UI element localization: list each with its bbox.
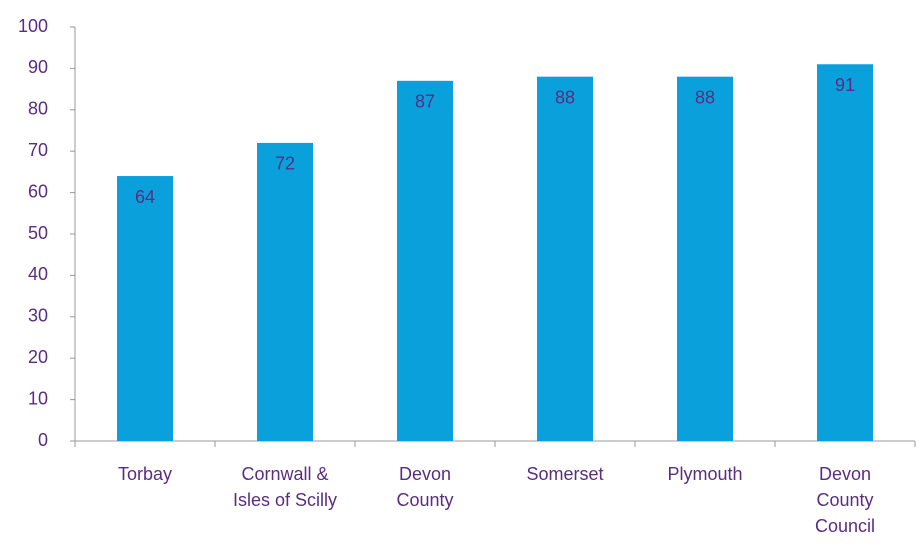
x-tick-label: Plymouth: [667, 464, 743, 484]
bar: [397, 80, 453, 441]
x-tick-label: Devon County: [396, 464, 454, 510]
y-tick-label: 10: [28, 388, 48, 408]
y-tick-label: 60: [28, 181, 48, 201]
y-tick-label: 20: [28, 347, 48, 367]
y-tick-label: 0: [38, 430, 48, 450]
value-label: 72: [275, 154, 295, 174]
value-label: 88: [555, 87, 575, 107]
y-tick-label: 30: [28, 306, 48, 326]
x-tick-label: Torbay: [117, 464, 173, 484]
bar: [537, 76, 593, 442]
value-label: 91: [835, 75, 855, 95]
y-tick-label: 90: [28, 57, 48, 77]
value-label: 87: [415, 92, 435, 112]
x-tick-label: Devon County Council: [814, 464, 876, 536]
y-tick-label: 80: [28, 99, 48, 119]
y-tick-label: 70: [28, 140, 48, 160]
x-tick-label: Cornwall & Isles of Scilly: [232, 464, 338, 510]
bar: [117, 176, 173, 442]
x-tick-label: Somerset: [526, 464, 604, 484]
bar: [677, 76, 733, 442]
value-label: 88: [695, 87, 715, 107]
y-tick-label: 40: [28, 264, 48, 284]
bar: [817, 64, 873, 441]
value-label: 64: [135, 187, 155, 207]
y-tick-label: 50: [28, 223, 48, 243]
bar: [257, 142, 313, 442]
y-tick-label: 100: [18, 16, 48, 36]
